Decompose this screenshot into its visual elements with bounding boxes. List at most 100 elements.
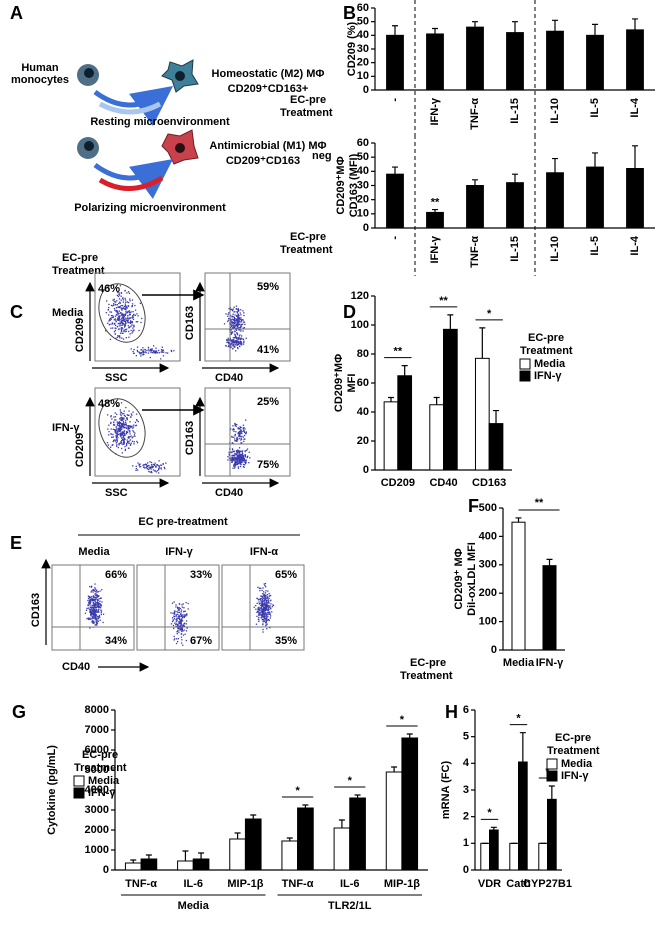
event-dot <box>228 308 230 310</box>
bar <box>518 761 528 871</box>
event-dot <box>243 458 245 460</box>
event-dot <box>128 321 130 324</box>
event-dot <box>96 605 98 607</box>
event-dot <box>90 599 92 601</box>
event-dot <box>230 457 233 459</box>
event-dot <box>230 339 232 341</box>
event-dot <box>130 416 132 418</box>
event-dot <box>115 431 117 434</box>
event-dot <box>239 431 241 433</box>
y-tick-label: 20 <box>357 194 369 206</box>
event-dot <box>233 436 235 438</box>
event-dot <box>237 323 239 325</box>
event-dot <box>91 598 93 601</box>
event-dot <box>239 433 241 435</box>
event-dot <box>175 621 177 623</box>
event-dot <box>230 320 232 322</box>
event-dot <box>120 329 123 332</box>
error-bar <box>392 166 398 175</box>
event-dot <box>267 607 269 609</box>
event-dot <box>265 600 267 603</box>
event-dot <box>264 616 267 618</box>
event-dot <box>242 436 244 438</box>
event-dot <box>131 332 133 334</box>
event-dot <box>233 430 235 432</box>
event-dot <box>110 422 112 425</box>
event-dot <box>181 629 183 631</box>
event-dot <box>234 460 236 462</box>
significance: * <box>487 807 492 819</box>
event-dot <box>241 435 243 438</box>
event-dot <box>123 424 126 426</box>
x-tick-label: TNF-α <box>125 878 157 890</box>
event-dot <box>95 620 97 623</box>
event-dot <box>173 627 175 630</box>
event-dot <box>232 467 234 469</box>
quadrant-percent: 35% <box>275 635 297 647</box>
y-tick-label: 120 <box>351 290 369 302</box>
event-dot <box>118 323 120 325</box>
event-dot <box>145 466 147 469</box>
panel-label: E <box>10 533 22 553</box>
event-dot <box>88 603 90 605</box>
y-axis-label: MFI <box>346 374 358 393</box>
event-dot <box>129 443 132 446</box>
event-dot <box>91 611 93 613</box>
legend-title: EC-pre <box>82 749 118 761</box>
event-dot <box>264 584 266 587</box>
event-dot <box>125 311 127 313</box>
event-dot <box>128 310 131 312</box>
event-dot <box>119 323 121 325</box>
event-dot <box>95 613 97 615</box>
y-tick-label: 30 <box>357 179 369 191</box>
event-dot <box>260 604 262 607</box>
event-dot <box>114 419 116 421</box>
event-dot <box>161 350 163 352</box>
event-dot <box>234 464 236 466</box>
event-dot <box>136 346 139 348</box>
event-dot <box>116 300 118 302</box>
event-dot <box>146 465 148 467</box>
event-dot <box>237 439 239 441</box>
event-dot <box>230 309 232 311</box>
x-tick-label: CD40 <box>429 477 457 489</box>
event-dot <box>232 313 234 315</box>
event-dot <box>237 316 239 318</box>
event-dot <box>180 609 183 611</box>
event-dot <box>231 460 234 462</box>
event-dot <box>265 619 267 621</box>
event-dot <box>151 350 153 352</box>
event-dot <box>235 341 237 344</box>
event-dot <box>129 431 131 433</box>
event-dot <box>115 431 117 433</box>
event-dot <box>261 606 263 608</box>
event-dot <box>236 450 238 452</box>
event-dot <box>115 429 117 431</box>
event-dot <box>130 311 132 313</box>
event-dot <box>174 622 176 624</box>
event-dot <box>261 611 263 613</box>
event-dot <box>133 329 135 331</box>
event-dot <box>265 605 267 607</box>
event-dot <box>267 609 269 612</box>
event-dot <box>242 319 244 321</box>
event-dot <box>183 625 185 627</box>
event-dot <box>119 325 121 327</box>
event-dot <box>185 615 187 617</box>
event-dot <box>118 444 120 446</box>
event-dot <box>113 331 116 333</box>
bar <box>626 168 644 229</box>
event-dot <box>94 583 96 585</box>
event-dot <box>241 454 243 456</box>
event-dot <box>181 620 184 622</box>
event-dot <box>110 416 112 418</box>
event-dot <box>176 633 178 635</box>
bar <box>480 842 490 871</box>
event-dot <box>162 355 165 357</box>
event-dot <box>107 414 109 416</box>
event-dot <box>113 304 115 306</box>
event-dot <box>179 618 181 621</box>
event-dot <box>145 352 147 354</box>
event-dot <box>141 317 143 320</box>
event-dot <box>177 617 179 619</box>
